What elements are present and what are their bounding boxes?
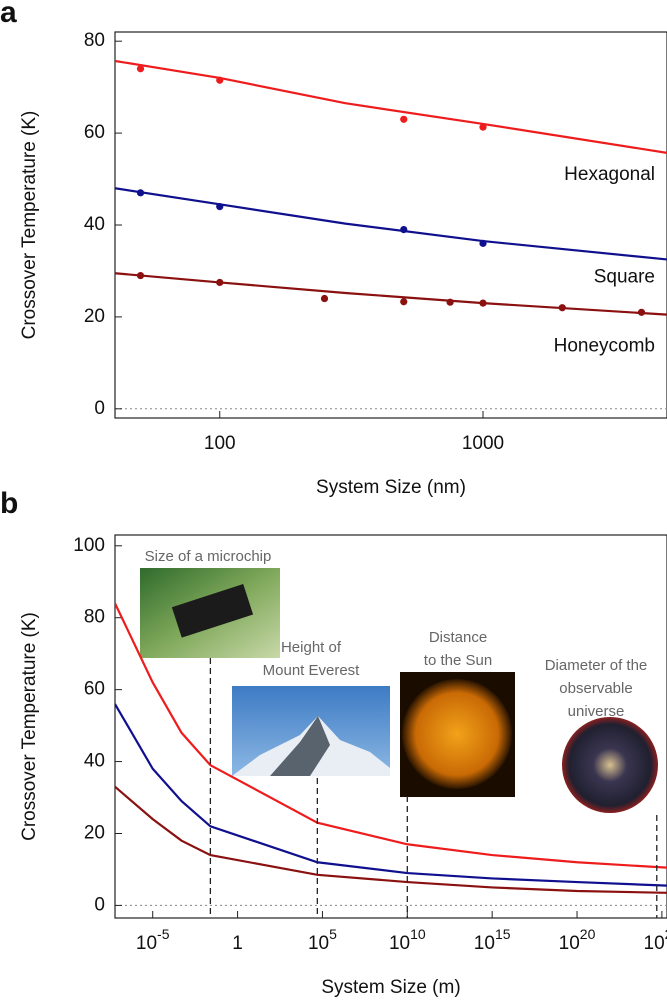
panel-label: a [0, 0, 17, 29]
x-tick-exponent: 25 [665, 926, 667, 942]
y-tick-label: 60 [84, 679, 105, 700]
annotation-text: Height of [281, 639, 342, 656]
x-tick-base: 10 [474, 933, 495, 954]
y-tick-label: 40 [84, 214, 105, 235]
annotation-text: Mount Everest [263, 662, 361, 679]
x-tick-label: 105 [308, 926, 337, 954]
x-tick-label: 10-5 [136, 926, 170, 954]
x-tick-exponent: -5 [157, 926, 170, 942]
panel-label: b [0, 487, 18, 520]
data-point [136, 65, 145, 73]
x-tick-exponent: 5 [329, 926, 337, 942]
data-point [320, 294, 329, 303]
y-tick-label: 20 [84, 306, 105, 327]
y-tick-label: 0 [94, 398, 105, 419]
x-tick-exponent: 15 [495, 926, 511, 942]
data-point [479, 123, 487, 131]
data-point [400, 115, 408, 123]
annotation-text: Diameter of the [545, 657, 648, 674]
everest-image [232, 686, 390, 776]
series-line [115, 187, 667, 261]
y-tick-label: 40 [84, 751, 105, 772]
x-tick-label: 100 [204, 433, 236, 454]
x-tick-base: 10 [136, 933, 157, 954]
x-tick-base: 10 [308, 933, 329, 954]
data-point [216, 278, 224, 287]
data-point [446, 298, 454, 306]
data-point [400, 298, 408, 306]
annotation-text: Distance [429, 629, 487, 646]
annotation-text: observable [559, 680, 632, 697]
data-point [216, 203, 224, 211]
x-tick-exponent: 20 [580, 926, 596, 942]
data-point [216, 76, 224, 84]
universe-image [562, 717, 658, 813]
y-tick-label: 80 [84, 607, 105, 628]
data-point [400, 225, 408, 234]
data-point [558, 304, 566, 312]
y-tick-label: 100 [73, 535, 105, 556]
plot-area [115, 59, 667, 316]
data-point [479, 299, 487, 307]
x-axis-title: System Size (m) [321, 977, 460, 998]
y-axis-title: Crossover Temperature (K) [19, 111, 40, 340]
microchip-image [140, 568, 280, 658]
series-label: Honeycomb [554, 336, 655, 357]
annotation-text: Size of a microchip [145, 548, 272, 565]
data-point [136, 271, 145, 280]
y-tick-label: 80 [84, 30, 105, 51]
x-tick-label: 1 [232, 933, 243, 954]
x-tick-label: 1010 [389, 926, 426, 954]
y-axis-title: Crossover Temperature (K) [19, 612, 40, 841]
data-point [637, 308, 646, 316]
x-tick-label: 1020 [559, 926, 596, 954]
data-point [479, 239, 487, 247]
plot-frame [114, 31, 667, 419]
x-tick-base: 10 [644, 933, 665, 954]
data-point [136, 189, 145, 197]
y-tick-label: 0 [94, 894, 105, 915]
x-tick-label: 1025 [644, 926, 667, 954]
plot-frame [114, 534, 667, 919]
series-label: Square [594, 266, 655, 287]
annotation-text: to the Sun [424, 652, 492, 669]
x-tick-label: 1000 [462, 433, 504, 454]
x-tick-exponent: 10 [410, 926, 426, 942]
sun-image [400, 672, 515, 797]
series-line [115, 785, 667, 894]
y-tick-label: 20 [84, 823, 105, 844]
x-tick-base: 10 [389, 933, 410, 954]
y-tick-label: 60 [84, 122, 105, 143]
x-axis-title: System Size (nm) [316, 477, 466, 498]
series-line [115, 272, 667, 316]
x-tick-base: 10 [559, 933, 580, 954]
series-label: Hexagonal [564, 164, 655, 185]
annotation-text: universe [568, 703, 625, 720]
series-line [115, 59, 667, 154]
x-tick-label: 1015 [474, 926, 511, 954]
